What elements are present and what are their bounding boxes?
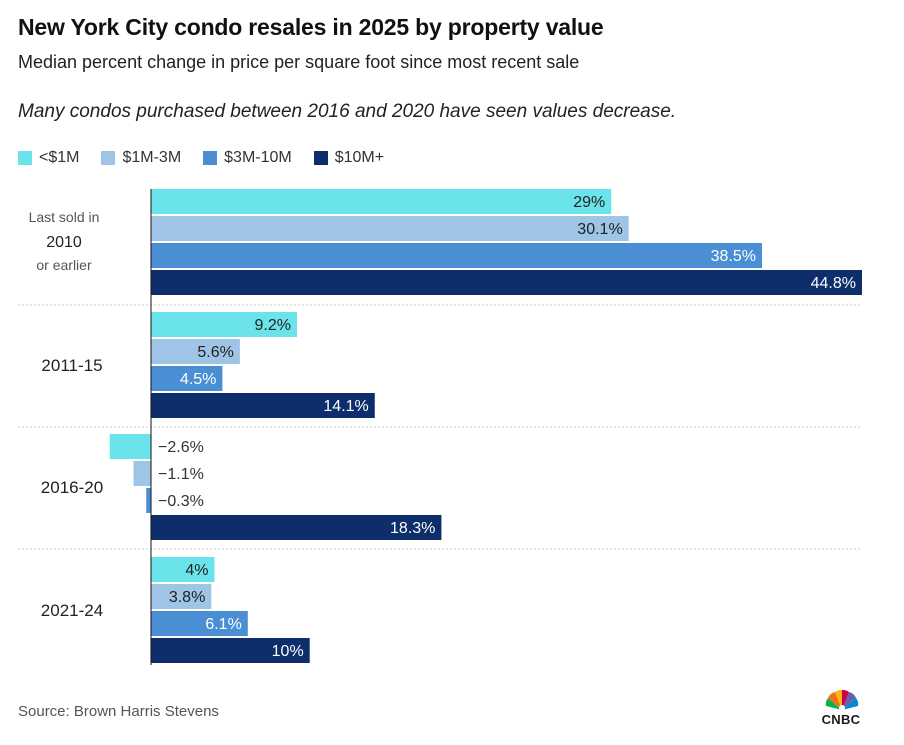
- bar-chart: Last sold in 2010 or earlier 29% 30.1% 38.5% 4…: [18, 189, 862, 665]
- peacock-icon: [825, 689, 859, 711]
- data-label: 9.2%: [255, 317, 291, 334]
- category-label-line: or earlier: [36, 257, 92, 273]
- bar-10m-plus: [151, 270, 862, 295]
- bar-1m-3m: [151, 339, 240, 364]
- legend-label-lt1m: <$1M: [39, 149, 80, 166]
- legend-swatch-1m-3m: [101, 151, 116, 165]
- category-label: 2021-24: [41, 601, 103, 620]
- bar-3m-10m: [151, 611, 248, 636]
- data-label: 4.5%: [180, 371, 216, 388]
- chart-subtitle: Median percent change in price per squar…: [18, 52, 580, 72]
- bar-1m-3m: [133, 461, 151, 486]
- data-label: 29%: [573, 194, 605, 211]
- chart-annotation: Many condos purchased between 2016 and 2…: [18, 101, 677, 122]
- legend-label-1m-3m: $1M-3M: [122, 149, 182, 166]
- data-label: 18.3%: [390, 520, 435, 537]
- source-note: Source: Brown Harris Stevens: [18, 703, 219, 720]
- bar-10m-plus: [151, 638, 310, 663]
- legend: <$1M $1M-3M $3M-10M $10M+: [18, 149, 406, 167]
- category-label-line: 2010: [46, 234, 82, 251]
- data-label: 10%: [272, 643, 304, 660]
- data-label: −1.1%: [158, 466, 204, 483]
- category-label: 2011-15: [41, 356, 102, 375]
- legend-label-3m-10m: $3M-10M: [224, 149, 292, 166]
- data-label: 14.1%: [323, 398, 368, 415]
- bar-3m-10m: [151, 243, 762, 268]
- data-label: 5.6%: [197, 344, 233, 361]
- data-label: 3.8%: [169, 589, 205, 606]
- legend-item-3m-10m: $3M-10M: [203, 149, 292, 167]
- bar-lt1m: [109, 434, 151, 459]
- bar-10m-plus: [151, 515, 442, 540]
- category-label: 2016-20: [41, 478, 103, 497]
- bar-1m-3m: [151, 584, 212, 609]
- data-label: 4%: [185, 562, 208, 579]
- cnbc-logo-text: CNBC: [821, 712, 861, 727]
- bar-lt1m: [151, 312, 298, 337]
- legend-item-lt1m: <$1M: [18, 149, 79, 167]
- legend-item-10m-plus: $10M+: [313, 149, 385, 167]
- legend-swatch-10m-plus: [313, 151, 328, 165]
- bar-lt1m: [151, 189, 612, 214]
- legend-label-10m-plus: $10M+: [334, 149, 385, 166]
- legend-swatch-lt1m: [18, 151, 32, 165]
- data-label: −0.3%: [158, 493, 204, 510]
- chart-title: New York City condo resales in 2025 by p…: [18, 14, 604, 40]
- data-label: 30.1%: [577, 221, 622, 238]
- bar-3m-10m: [146, 488, 151, 513]
- legend-item-1m-3m: $1M-3M: [101, 149, 181, 167]
- bar-1m-3m: [151, 216, 629, 241]
- legend-swatch-3m-10m: [203, 151, 218, 165]
- data-label: 38.5%: [711, 248, 756, 265]
- data-label: 44.8%: [811, 275, 856, 292]
- data-label: −2.6%: [158, 439, 204, 456]
- data-label: 6.1%: [205, 616, 241, 633]
- bar-lt1m: [151, 557, 215, 582]
- bar-10m-plus: [151, 393, 375, 418]
- category-label-line: Last sold in: [29, 209, 100, 225]
- bar-3m-10m: [151, 366, 223, 391]
